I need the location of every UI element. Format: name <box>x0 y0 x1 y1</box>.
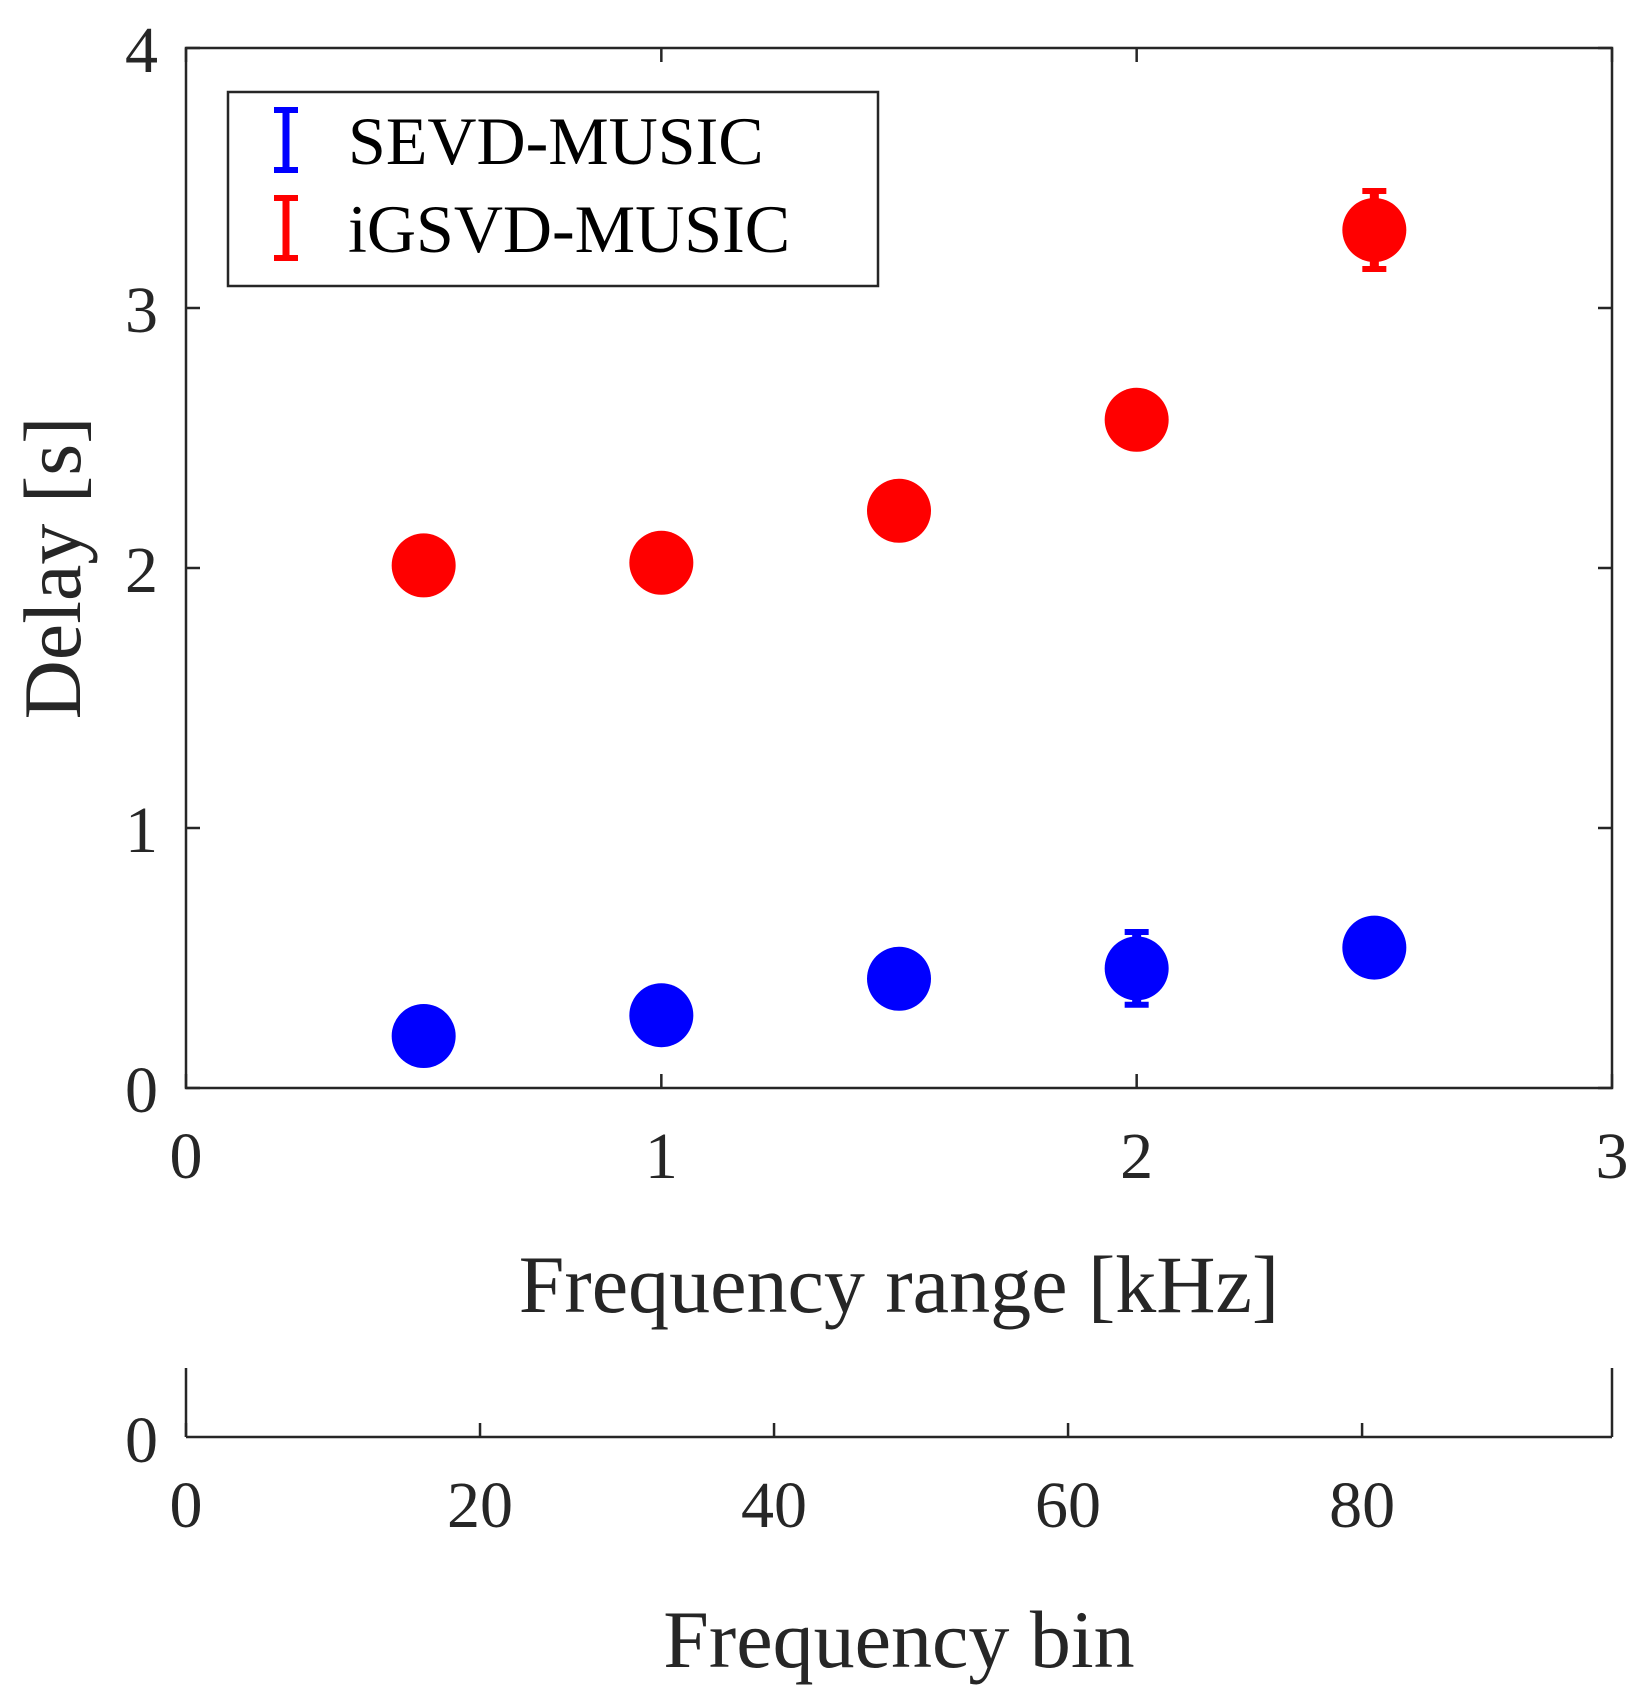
data-point <box>1104 936 1169 1001</box>
series-igsvd-music <box>391 188 1407 598</box>
bin-x-tick-label: 0 <box>170 1469 203 1542</box>
legend-box <box>226 90 880 288</box>
x-tick-label: 3 <box>1596 1120 1629 1193</box>
bin-x-ticks: 0 20 40 60 80 <box>170 1423 1395 1542</box>
y-tick-label: 1 <box>125 794 158 867</box>
bin-x-tick-label: 20 <box>447 1469 513 1542</box>
bin-axis-y-tick-label: 0 <box>125 1404 158 1477</box>
y-tick-label: 2 <box>125 534 158 607</box>
main-x-ticks: 0 1 2 3 <box>170 48 1629 1193</box>
y-tick-label: 0 <box>125 1054 158 1127</box>
bin-x-tick-label: 40 <box>741 1469 807 1542</box>
series-sevd-music <box>391 915 1407 1068</box>
data-point <box>1342 915 1407 980</box>
y-tick-label: 4 <box>125 14 158 87</box>
bin-axis-title: Frequency bin <box>663 1594 1134 1685</box>
data-point <box>867 478 931 543</box>
x-tick-label: 2 <box>1120 1120 1153 1193</box>
x-axis-title: Frequency range [kHz] <box>519 1239 1279 1330</box>
y-tick-label: 3 <box>125 274 158 347</box>
bin-x-tick-label: 60 <box>1035 1469 1101 1542</box>
data-point <box>629 530 694 595</box>
bin-axis: 0 0 20 40 60 80 Frequency bin <box>125 1368 1614 1685</box>
legend-entries: SEVD-MUSIC iGSVD-MUSIC <box>274 103 790 267</box>
main-plot: 0 1 2 3 4 0 1 2 3 SEVD-MUSIC iGSVD-MUSIC Frequen… <box>7 14 1629 1330</box>
legend-label: iGSVD-MUSIC <box>348 191 790 267</box>
data-point <box>391 1004 456 1068</box>
main-y-ticks: 0 1 2 3 4 <box>125 14 1612 1127</box>
legend: SEVD-MUSIC iGSVD-MUSIC <box>226 90 880 288</box>
data-point <box>629 983 694 1048</box>
bin-x-tick-label: 80 <box>1329 1469 1395 1542</box>
x-tick-label: 1 <box>645 1120 678 1193</box>
y-axis-title: Delay [s] <box>7 417 98 720</box>
data-point <box>1342 198 1407 262</box>
data-point <box>391 533 456 598</box>
legend-label: SEVD-MUSIC <box>348 103 764 179</box>
x-tick-label: 0 <box>170 1120 203 1193</box>
data-point <box>867 946 931 1011</box>
data-point <box>1104 387 1169 452</box>
series-layer <box>391 188 1407 1068</box>
